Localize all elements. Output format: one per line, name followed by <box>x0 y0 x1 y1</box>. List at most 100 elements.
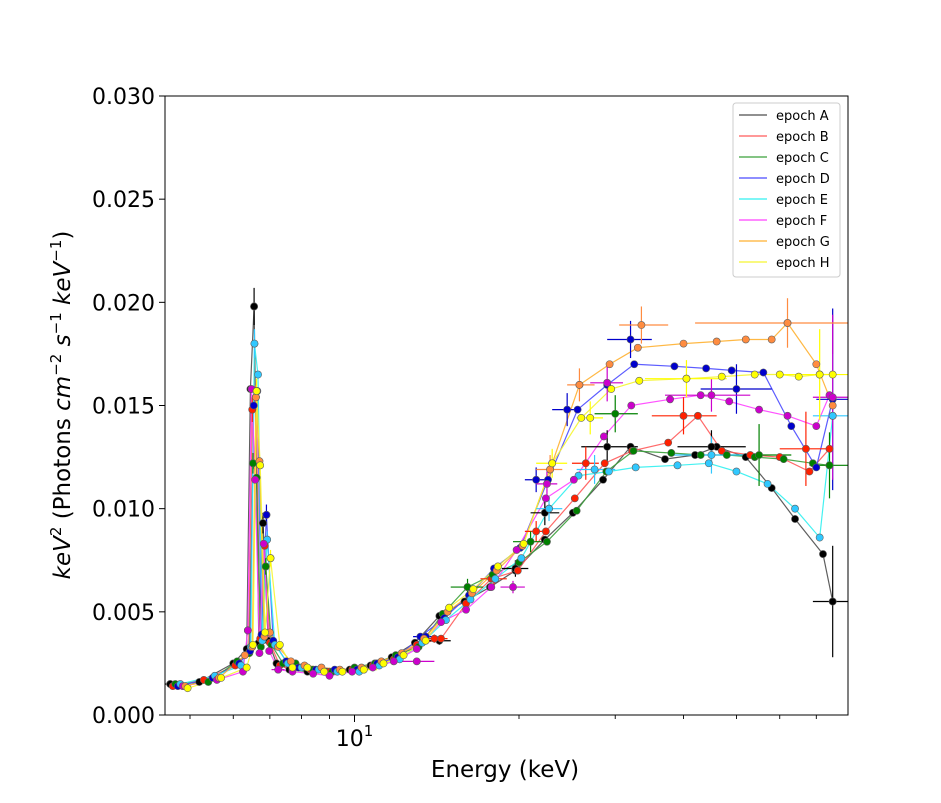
y-label-s-sup: −1 <box>47 312 65 334</box>
data-point-epoch-F-23 <box>599 432 608 441</box>
data-point-epoch-F-22 <box>569 475 578 484</box>
plot-area <box>165 287 848 693</box>
y-label-kev2: keV <box>50 259 76 312</box>
data-point-epoch-H-27 <box>750 370 759 379</box>
data-point-epoch-F-20 <box>512 546 521 554</box>
data-point-epoch-B-20 <box>513 566 522 575</box>
data-point-err-epoch-D-2 <box>532 475 541 484</box>
data-point-err-epoch-C-4 <box>611 409 620 418</box>
data-point-err-epoch-H-0 <box>252 387 261 395</box>
legend-label-epoch-A: epoch A <box>776 109 829 124</box>
data-point-err-epoch-E-0 <box>250 339 259 348</box>
y-label-kev-sup: 2 <box>47 527 65 537</box>
data-point-epoch-E-19 <box>491 574 500 583</box>
data-point-epoch-F-15 <box>389 657 398 666</box>
legend-label-epoch-D: epoch D <box>776 172 830 187</box>
data-point-epoch-H-18 <box>469 585 478 594</box>
data-point-epoch-F-8 <box>265 647 274 655</box>
data-point-epoch-B-17 <box>437 634 445 643</box>
x-tick-exp-0: 1 <box>364 722 374 740</box>
data-point-err-epoch-D-4 <box>626 335 635 344</box>
data-point-err-epoch-F-3 <box>509 583 517 591</box>
data-point-err-epoch-H-6 <box>815 370 824 379</box>
legend-label-epoch-C: epoch C <box>776 151 829 166</box>
data-point-epoch-A-31 <box>819 550 827 558</box>
data-point-epoch-F-27 <box>725 397 734 406</box>
x-tick-label-0: 101 <box>336 722 374 752</box>
data-point-epoch-H-16 <box>421 636 430 645</box>
data-point-epoch-H-31 <box>828 370 837 379</box>
data-point-err-epoch-F-4 <box>543 480 551 488</box>
data-point-epoch-H-15 <box>399 651 408 660</box>
data-point-epoch-G-27 <box>741 335 750 344</box>
data-point-epoch-E-25 <box>673 461 682 470</box>
data-point-epoch-E-24 <box>631 463 640 472</box>
data-point-epoch-E-23 <box>604 467 613 476</box>
data-point-epoch-F-13 <box>348 667 357 676</box>
data-point-epoch-F-6 <box>255 649 264 657</box>
data-point-epoch-G-23 <box>605 360 614 369</box>
data-point-err-epoch-B-3 <box>532 527 541 536</box>
data-point-epoch-F-29 <box>783 411 792 420</box>
data-point-epoch-A-23 <box>599 475 607 484</box>
data-point-epoch-B-25 <box>664 438 673 447</box>
data-point-epoch-B-21 <box>541 527 550 536</box>
data-point-epoch-H-11 <box>320 667 329 676</box>
y-label-s: s <box>50 334 76 353</box>
data-point-err-epoch-A-1 <box>250 302 258 311</box>
axes-layer: 0.000 0.005 0.010 0.015 0.020 0.025 0.030 101 <box>92 85 849 752</box>
data-point-epoch-H-22 <box>577 413 586 422</box>
data-point-err-epoch-E-5 <box>828 411 837 420</box>
data-point-epoch-F-26 <box>696 391 705 400</box>
data-point-err-epoch-F-2 <box>412 657 421 666</box>
data-point-err-epoch-B-6 <box>802 444 810 453</box>
data-point-epoch-H-3 <box>249 640 257 649</box>
y-label-kev: keV <box>50 534 76 579</box>
data-point-epoch-G-24 <box>633 343 642 352</box>
data-point-epoch-F-7 <box>259 539 268 548</box>
data-point-err-epoch-B-5 <box>679 411 688 420</box>
data-point-epoch-G-26 <box>712 337 721 346</box>
legend-label-epoch-G: epoch G <box>776 235 830 250</box>
data-point-err-epoch-D-0 <box>262 510 271 519</box>
data-point-epoch-D-29 <box>787 422 796 431</box>
data-point-epoch-H-23 <box>607 385 616 393</box>
data-point-epoch-C-29 <box>779 455 788 464</box>
data-point-epoch-H-28 <box>775 370 784 379</box>
data-point-err-epoch-E-2 <box>545 504 553 513</box>
data-point-epoch-E-29 <box>791 504 799 513</box>
data-point-epoch-D-28 <box>759 368 768 377</box>
data-point-epoch-F-30 <box>812 422 821 431</box>
data-point-epoch-H-17 <box>445 603 454 612</box>
data-point-epoch-H-12 <box>338 667 347 676</box>
data-point-epoch-H-6 <box>261 628 269 637</box>
data-point-epoch-F-17 <box>437 618 445 627</box>
legend-label-epoch-F: epoch F <box>776 214 827 229</box>
legend-label-epoch-E: epoch E <box>776 193 828 208</box>
data-point-err-epoch-C-3 <box>526 537 535 546</box>
data-point-epoch-E-27 <box>732 467 741 476</box>
data-point-epoch-F-12 <box>325 671 334 680</box>
data-point-epoch-F-21 <box>541 494 550 503</box>
data-point-epoch-F-25 <box>666 395 674 404</box>
data-point-err-epoch-E-3 <box>590 465 599 474</box>
data-point-epoch-C-26 <box>696 451 705 459</box>
data-point-epoch-F-5 <box>251 475 260 484</box>
data-point-epoch-H-14 <box>379 659 388 668</box>
x-tick-base-0: 10 <box>336 727 364 752</box>
data-point-err-epoch-H-1 <box>266 554 275 563</box>
data-point-err-epoch-C-5 <box>755 451 763 459</box>
data-point-epoch-D-22 <box>573 405 582 414</box>
data-point-err-epoch-H-3 <box>548 459 557 468</box>
data-point-err-epoch-C-1 <box>261 562 270 571</box>
data-point-epoch-H-24 <box>635 376 644 385</box>
data-point-epoch-G-30 <box>812 360 821 369</box>
y-tick-label-5: 0.025 <box>92 188 155 213</box>
data-point-err-epoch-F-7 <box>828 393 837 402</box>
legend-box <box>732 102 841 278</box>
data-point-epoch-H-10 <box>303 663 312 672</box>
data-point-epoch-F-18 <box>462 605 470 614</box>
data-point-err-epoch-B-1 <box>430 634 439 643</box>
data-point-epoch-E-28 <box>763 480 772 488</box>
data-point-err-epoch-G-4 <box>637 321 646 329</box>
